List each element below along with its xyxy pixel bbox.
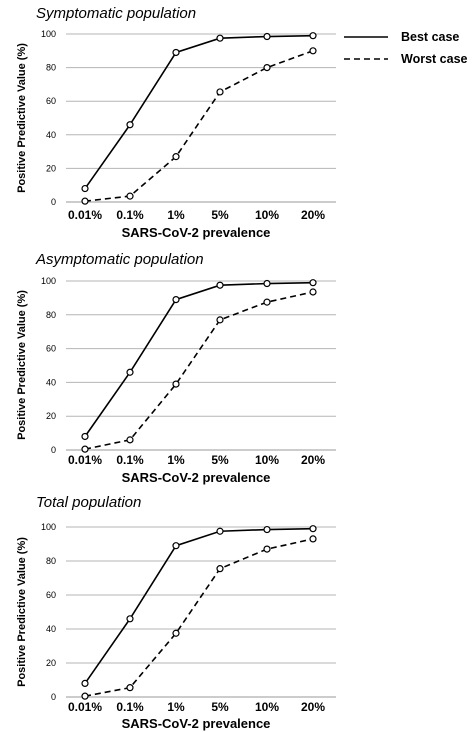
data-point bbox=[126, 684, 134, 692]
data-point bbox=[309, 32, 317, 40]
data-point bbox=[126, 368, 134, 376]
data-point bbox=[309, 525, 317, 533]
y-tick-label: 20 bbox=[46, 163, 56, 173]
data-point bbox=[309, 47, 317, 55]
x-tick-label: 10% bbox=[255, 453, 279, 467]
x-axis-label: SARS-CoV-2 prevalence bbox=[122, 716, 271, 731]
data-point bbox=[172, 295, 180, 304]
legend-label: Worst case bbox=[401, 52, 468, 66]
chart-title: Total population bbox=[36, 494, 141, 511]
data-point bbox=[172, 48, 180, 57]
y-tick-label: 80 bbox=[46, 63, 56, 73]
y-tick-label: 0 bbox=[51, 197, 56, 207]
data-point bbox=[126, 615, 134, 623]
y-tick-label: 80 bbox=[46, 556, 56, 566]
chart-title: Symptomatic population bbox=[36, 5, 196, 22]
y-tick-label: 40 bbox=[46, 377, 56, 387]
chart-title: Asymptomatic population bbox=[35, 251, 204, 268]
x-tick-label: 10% bbox=[255, 700, 279, 714]
data-point bbox=[81, 184, 89, 193]
x-tick-label: 20% bbox=[301, 700, 325, 714]
data-point bbox=[81, 679, 89, 688]
y-tick-label: 60 bbox=[46, 344, 56, 354]
data-point bbox=[309, 535, 317, 543]
chart-panel-1: Symptomatic population 0 20 40 60 80 100 0.01% 0… bbox=[16, 5, 468, 240]
y-axis-label: Positive Predictive Value (%) bbox=[16, 290, 28, 440]
y-axis-label: Positive Predictive Value (%) bbox=[16, 537, 28, 687]
x-axis-label: SARS-CoV-2 prevalence bbox=[122, 470, 271, 485]
x-tick-label: 0.1% bbox=[116, 700, 144, 714]
data-point bbox=[216, 565, 224, 573]
data-point bbox=[216, 34, 224, 42]
data-point bbox=[216, 281, 224, 289]
x-tick-label: 20% bbox=[301, 453, 325, 467]
x-tick-label: 0.1% bbox=[116, 208, 144, 222]
y-tick-label: 60 bbox=[46, 590, 56, 600]
data-point bbox=[172, 542, 180, 550]
data-point bbox=[126, 121, 134, 129]
y-tick-label: 100 bbox=[41, 29, 56, 39]
x-tick-label: 1% bbox=[167, 700, 185, 714]
data-point bbox=[263, 32, 271, 41]
data-point bbox=[126, 192, 134, 200]
data-point bbox=[81, 432, 89, 441]
x-tick-label: 10% bbox=[255, 208, 279, 222]
y-tick-label: 0 bbox=[51, 445, 56, 455]
data-point bbox=[172, 380, 180, 388]
data-point bbox=[263, 525, 271, 534]
series-line-best-case bbox=[84, 34, 314, 190]
y-tick-label: 40 bbox=[46, 130, 56, 140]
x-tick-label: 5% bbox=[211, 208, 229, 222]
x-tick-label: 1% bbox=[167, 453, 185, 467]
x-tick-label: 0.1% bbox=[116, 453, 144, 467]
y-tick-label: 100 bbox=[41, 522, 56, 532]
y-tick-label: 20 bbox=[46, 411, 56, 421]
series-line-worst-case bbox=[84, 291, 314, 450]
data-point bbox=[126, 436, 134, 444]
x-tick-label: 0.01% bbox=[68, 208, 102, 222]
x-axis-label: SARS-CoV-2 prevalence bbox=[122, 225, 271, 240]
x-tick-label: 5% bbox=[211, 453, 229, 467]
x-tick-label: 0.01% bbox=[68, 700, 102, 714]
legend-label: Best case bbox=[401, 30, 459, 44]
x-tick-label: 0.01% bbox=[68, 453, 102, 467]
data-point bbox=[216, 316, 224, 324]
series-line-worst-case bbox=[84, 50, 314, 202]
x-tick-label: 5% bbox=[211, 700, 229, 714]
y-tick-label: 80 bbox=[46, 310, 56, 320]
data-point bbox=[81, 197, 89, 205]
x-tick-label: 20% bbox=[301, 208, 325, 222]
data-point bbox=[309, 288, 317, 296]
data-point bbox=[216, 88, 224, 96]
data-point bbox=[81, 692, 89, 700]
data-point bbox=[172, 153, 180, 161]
data-point bbox=[81, 445, 89, 453]
y-tick-label: 0 bbox=[51, 692, 56, 702]
data-point bbox=[263, 279, 271, 288]
chart-panel-3: Total population 0 20 40 60 80 100 0.01% 0.1% 1% 5… bbox=[16, 494, 336, 731]
series-line-best-case bbox=[84, 527, 314, 684]
data-point bbox=[263, 63, 271, 72]
y-tick-label: 40 bbox=[46, 624, 56, 634]
y-tick-label: 100 bbox=[41, 276, 56, 286]
legend: Best case Worst case bbox=[344, 30, 468, 66]
y-tick-label: 20 bbox=[46, 658, 56, 668]
y-axis-label: Positive Predictive Value (%) bbox=[16, 43, 28, 193]
series-line-worst-case bbox=[84, 538, 314, 697]
data-point bbox=[309, 279, 317, 287]
series-line-best-case bbox=[84, 281, 314, 437]
y-tick-label: 60 bbox=[46, 96, 56, 106]
data-point bbox=[263, 545, 271, 553]
data-point bbox=[216, 527, 224, 535]
data-point bbox=[172, 629, 180, 637]
data-point bbox=[263, 298, 271, 306]
chart-panel-2: Asymptomatic population 0 20 40 60 80 100 0.01%… bbox=[16, 251, 336, 485]
x-tick-label: 1% bbox=[167, 208, 185, 222]
